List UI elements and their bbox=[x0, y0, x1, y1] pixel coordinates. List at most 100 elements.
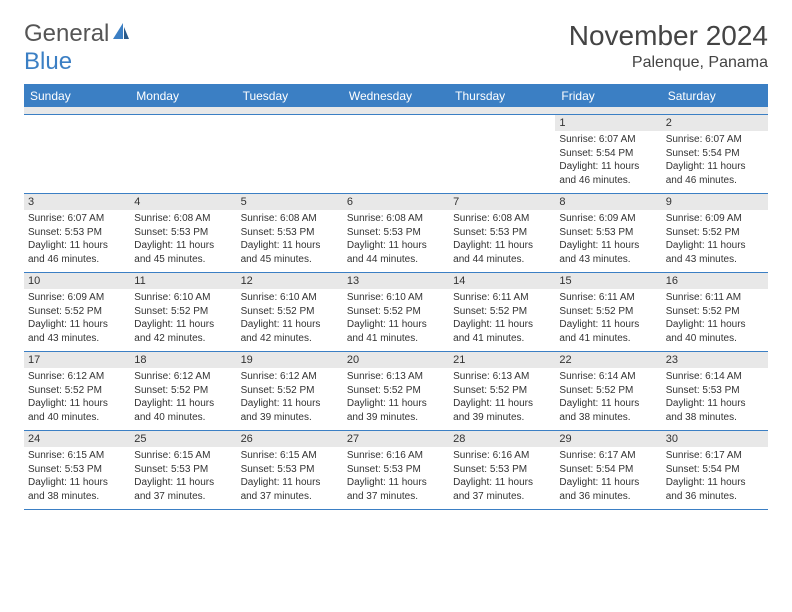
day-body: Sunrise: 6:15 AMSunset: 5:53 PMDaylight:… bbox=[237, 447, 343, 507]
daylight-text: Daylight: 11 hours and 41 minutes. bbox=[453, 318, 551, 345]
day-cell: 12Sunrise: 6:10 AMSunset: 5:52 PMDayligh… bbox=[237, 273, 343, 351]
day-number: 30 bbox=[662, 431, 768, 447]
sunset-text: Sunset: 5:53 PM bbox=[666, 384, 764, 398]
daylight-text: Daylight: 11 hours and 39 minutes. bbox=[347, 397, 445, 424]
spacer-row bbox=[24, 107, 768, 115]
sunset-text: Sunset: 5:52 PM bbox=[666, 305, 764, 319]
sail-icon bbox=[111, 20, 131, 48]
sunrise-text: Sunrise: 6:10 AM bbox=[347, 291, 445, 305]
day-body: Sunrise: 6:07 AMSunset: 5:53 PMDaylight:… bbox=[24, 210, 130, 270]
sunrise-text: Sunrise: 6:15 AM bbox=[134, 449, 232, 463]
sunrise-text: Sunrise: 6:14 AM bbox=[666, 370, 764, 384]
daylight-text: Daylight: 11 hours and 40 minutes. bbox=[28, 397, 126, 424]
sunset-text: Sunset: 5:53 PM bbox=[347, 226, 445, 240]
day-body: Sunrise: 6:12 AMSunset: 5:52 PMDaylight:… bbox=[130, 368, 236, 428]
day-cell bbox=[130, 115, 236, 193]
day-body: Sunrise: 6:08 AMSunset: 5:53 PMDaylight:… bbox=[343, 210, 449, 270]
week-row: 3Sunrise: 6:07 AMSunset: 5:53 PMDaylight… bbox=[24, 193, 768, 272]
day-body: Sunrise: 6:12 AMSunset: 5:52 PMDaylight:… bbox=[24, 368, 130, 428]
daylight-text: Daylight: 11 hours and 37 minutes. bbox=[134, 476, 232, 503]
sunset-text: Sunset: 5:53 PM bbox=[241, 226, 339, 240]
day-cell: 14Sunrise: 6:11 AMSunset: 5:52 PMDayligh… bbox=[449, 273, 555, 351]
day-number: 2 bbox=[662, 115, 768, 131]
sunset-text: Sunset: 5:53 PM bbox=[559, 226, 657, 240]
sunset-text: Sunset: 5:52 PM bbox=[559, 305, 657, 319]
calendar-page: General November 2024 Palenque, Panama B… bbox=[0, 0, 792, 530]
day-number: 22 bbox=[555, 352, 661, 368]
daylight-text: Daylight: 11 hours and 37 minutes. bbox=[453, 476, 551, 503]
day-body: Sunrise: 6:10 AMSunset: 5:52 PMDaylight:… bbox=[343, 289, 449, 349]
sunrise-text: Sunrise: 6:08 AM bbox=[241, 212, 339, 226]
day-body: Sunrise: 6:13 AMSunset: 5:52 PMDaylight:… bbox=[343, 368, 449, 428]
sunrise-text: Sunrise: 6:11 AM bbox=[559, 291, 657, 305]
day-body: Sunrise: 6:14 AMSunset: 5:53 PMDaylight:… bbox=[662, 368, 768, 428]
day-cell: 3Sunrise: 6:07 AMSunset: 5:53 PMDaylight… bbox=[24, 194, 130, 272]
title-block: November 2024 Palenque, Panama bbox=[569, 20, 768, 72]
sunset-text: Sunset: 5:52 PM bbox=[453, 384, 551, 398]
day-cell: 10 Sunrise: 6:09 AMSunset: 5:52 PMDayligh… bbox=[24, 273, 130, 351]
day-cell: 2Sunrise: 6:07 AMSunset: 5:54 PMDaylight… bbox=[662, 115, 768, 193]
day-number: 23 bbox=[662, 352, 768, 368]
sunrise-text: Sunrise: 6:12 AM bbox=[134, 370, 232, 384]
sunset-text: Sunset: 5:53 PM bbox=[453, 226, 551, 240]
sunrise-text: Sunrise: 6:15 AM bbox=[241, 449, 339, 463]
sunset-text: Sunset: 5:52 PM bbox=[241, 305, 339, 319]
sunrise-text: Sunrise: 6:10 AM bbox=[241, 291, 339, 305]
day-body: Sunrise: 6:14 AMSunset: 5:52 PMDaylight:… bbox=[555, 368, 661, 428]
day-body: Sunrise: 6:15 AMSunset: 5:53 PMDaylight:… bbox=[24, 447, 130, 507]
sunrise-text: Sunrise: 6:12 AM bbox=[241, 370, 339, 384]
logo: General bbox=[24, 20, 133, 48]
daylight-text: Daylight: 11 hours and 40 minutes. bbox=[134, 397, 232, 424]
sunset-text: Sunset: 5:53 PM bbox=[241, 463, 339, 477]
day-body: Sunrise: 6:09 AMSunset: 5:53 PMDaylight:… bbox=[555, 210, 661, 270]
daylight-text: Daylight: 11 hours and 45 minutes. bbox=[134, 239, 232, 266]
day-body: Sunrise: 6:11 AMSunset: 5:52 PMDaylight:… bbox=[662, 289, 768, 349]
sunrise-text: Sunrise: 6:13 AM bbox=[347, 370, 445, 384]
day-number: 6 bbox=[343, 194, 449, 210]
sunset-text: Sunset: 5:53 PM bbox=[453, 463, 551, 477]
daylight-text: Daylight: 11 hours and 42 minutes. bbox=[241, 318, 339, 345]
sunrise-text: Sunrise: 6:08 AM bbox=[134, 212, 232, 226]
day-body: Sunrise: 6:09 AMSunset: 5:52 PMDaylight:… bbox=[662, 210, 768, 270]
daylight-text: Daylight: 11 hours and 44 minutes. bbox=[347, 239, 445, 266]
sunset-text: Sunset: 5:52 PM bbox=[453, 305, 551, 319]
sunset-text: Sunset: 5:52 PM bbox=[241, 384, 339, 398]
day-header: Tuesday bbox=[237, 85, 343, 107]
sunrise-text: Sunrise: 6:07 AM bbox=[666, 133, 764, 147]
sunset-text: Sunset: 5:52 PM bbox=[28, 305, 126, 319]
sunset-text: Sunset: 5:54 PM bbox=[666, 147, 764, 161]
sunrise-text: Sunrise: 6:12 AM bbox=[28, 370, 126, 384]
sunset-text: Sunset: 5:52 PM bbox=[134, 384, 232, 398]
day-cell: 5Sunrise: 6:08 AMSunset: 5:53 PMDaylight… bbox=[237, 194, 343, 272]
day-header-row: SundayMondayTuesdayWednesdayThursdayFrid… bbox=[24, 84, 768, 107]
day-number: 3 bbox=[24, 194, 130, 210]
day-cell: 19Sunrise: 6:12 AMSunset: 5:52 PMDayligh… bbox=[237, 352, 343, 430]
sunrise-text: Sunrise: 6:17 AM bbox=[666, 449, 764, 463]
day-number: 10 bbox=[24, 273, 130, 289]
day-number: 15 bbox=[555, 273, 661, 289]
daylight-text: Daylight: 11 hours and 44 minutes. bbox=[453, 239, 551, 266]
day-number: 20 bbox=[343, 352, 449, 368]
daylight-text: Daylight: 11 hours and 42 minutes. bbox=[134, 318, 232, 345]
sunrise-text: Sunrise: 6:09 AM bbox=[559, 212, 657, 226]
day-body: Sunrise: 6:17 AMSunset: 5:54 PMDaylight:… bbox=[662, 447, 768, 507]
day-body: Sunrise: 6:16 AMSunset: 5:53 PMDaylight:… bbox=[343, 447, 449, 507]
daylight-text: Daylight: 11 hours and 40 minutes. bbox=[666, 318, 764, 345]
daylight-text: Daylight: 11 hours and 41 minutes. bbox=[559, 318, 657, 345]
sunset-text: Sunset: 5:53 PM bbox=[347, 463, 445, 477]
day-number: 7 bbox=[449, 194, 555, 210]
day-header: Friday bbox=[555, 85, 661, 107]
sunrise-text: Sunrise: 6:07 AM bbox=[559, 133, 657, 147]
day-cell: 25Sunrise: 6:15 AMSunset: 5:53 PMDayligh… bbox=[130, 431, 236, 509]
day-cell: 6Sunrise: 6:08 AMSunset: 5:53 PMDaylight… bbox=[343, 194, 449, 272]
daylight-text: Daylight: 11 hours and 43 minutes. bbox=[28, 318, 126, 345]
sunrise-text: Sunrise: 6:07 AM bbox=[28, 212, 126, 226]
day-body: Sunrise: 6:17 AMSunset: 5:54 PMDaylight:… bbox=[555, 447, 661, 507]
sunrise-text: Sunrise: 6:11 AM bbox=[453, 291, 551, 305]
day-cell: 27Sunrise: 6:16 AMSunset: 5:53 PMDayligh… bbox=[343, 431, 449, 509]
sunrise-text: Sunrise: 6:09 AM bbox=[28, 291, 126, 305]
sunset-text: Sunset: 5:52 PM bbox=[28, 384, 126, 398]
day-cell: 29Sunrise: 6:17 AMSunset: 5:54 PMDayligh… bbox=[555, 431, 661, 509]
week-row: 24Sunrise: 6:15 AMSunset: 5:53 PMDayligh… bbox=[24, 430, 768, 509]
day-cell bbox=[343, 115, 449, 193]
